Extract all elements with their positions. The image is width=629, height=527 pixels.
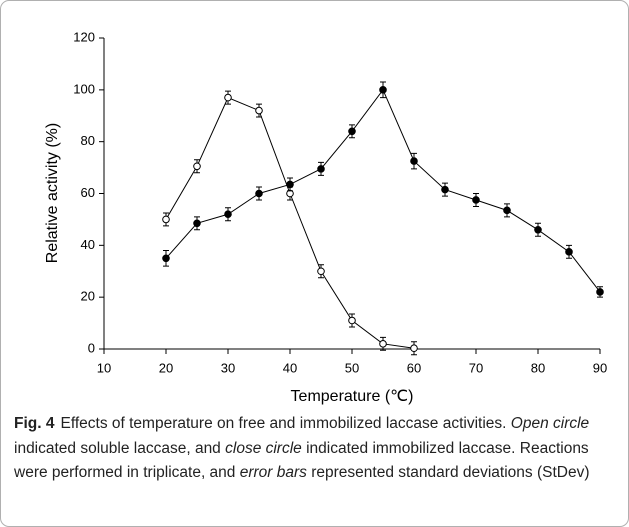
y-tick-label: 80: [81, 133, 95, 148]
y-tick-label: 120: [73, 29, 95, 44]
y-tick-label: 0: [88, 340, 95, 355]
caption-text: Effects of temperature on free and immob…: [60, 415, 511, 432]
data-point: [410, 344, 418, 353]
x-tick-label: 20: [159, 360, 173, 375]
data-point: [348, 127, 356, 136]
data-point: [317, 165, 325, 173]
y-tick-label: 20: [81, 289, 95, 304]
data-point: [224, 210, 232, 219]
y-axis-title: Relative activity (%): [44, 123, 61, 263]
x-tick-label: 10: [97, 360, 111, 375]
caption-text: close circle: [225, 439, 302, 457]
y-tick-label: 40: [81, 237, 95, 252]
x-tick-label: 90: [593, 360, 607, 375]
data-point: [379, 340, 387, 348]
x-tick-label: 60: [407, 360, 421, 375]
caption-text: represented standard deviations (StDev): [306, 464, 590, 481]
data-point: [596, 288, 604, 296]
x-axis-title: Temperature (℃): [291, 388, 414, 405]
data-point: [193, 219, 201, 228]
data-point: [348, 316, 356, 325]
data-point: [410, 157, 418, 165]
caption-text: indicated immobilized laccase. Reactions…: [14, 439, 589, 482]
data-point: [379, 86, 387, 94]
data-point: [317, 267, 325, 276]
x-tick-label: 70: [469, 360, 483, 375]
data-point: [162, 254, 170, 263]
caption-text: Open circle: [510, 415, 590, 432]
data-point: [441, 185, 449, 194]
caption-label: Fig. 4: [14, 415, 55, 432]
series-line: [165, 88, 601, 293]
y-tick-label: 60: [81, 185, 95, 200]
caption-text: indicated soluble laccase, and: [14, 439, 226, 457]
data-point: [503, 206, 511, 215]
x-tick-label: 30: [221, 360, 235, 375]
chart: Temperature (℃) Relative activity (%) 0 2…: [44, 29, 607, 405]
y-tick-label: 100: [73, 81, 95, 96]
caption-text: error bars: [239, 464, 307, 481]
x-tick-label: 80: [531, 360, 545, 375]
caption: Fig. 4 Effects of temperature on free and…: [14, 412, 614, 486]
data-point: [286, 180, 294, 189]
data-point: [224, 93, 232, 102]
series-line: [165, 96, 415, 349]
x-tick-label: 40: [283, 360, 297, 375]
data-point: [255, 189, 263, 198]
x-tick-label: 50: [345, 360, 359, 375]
data-point: [565, 248, 573, 256]
data-point: [193, 162, 201, 171]
data-point: [472, 196, 480, 204]
data-point: [255, 106, 263, 115]
data-point: [534, 225, 542, 234]
data-point: [162, 215, 170, 224]
